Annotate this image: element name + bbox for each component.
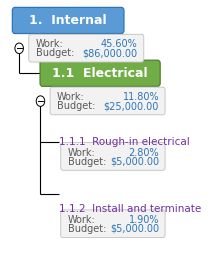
- FancyBboxPatch shape: [61, 210, 165, 238]
- Text: 1.1.2  Install and terminate: 1.1.2 Install and terminate: [59, 204, 201, 214]
- Text: 45.60%: 45.60%: [101, 39, 138, 49]
- Circle shape: [36, 96, 45, 106]
- Text: Budget:: Budget:: [68, 224, 106, 234]
- Text: $86,000.00: $86,000.00: [83, 48, 138, 58]
- Text: 11.80%: 11.80%: [122, 92, 159, 102]
- Text: Budget:: Budget:: [57, 101, 95, 111]
- Text: 1.90%: 1.90%: [129, 215, 159, 225]
- FancyBboxPatch shape: [61, 143, 165, 170]
- Text: $25,000.00: $25,000.00: [104, 101, 159, 111]
- Text: 2.80%: 2.80%: [128, 148, 159, 158]
- Circle shape: [15, 43, 23, 54]
- Text: Work:: Work:: [68, 215, 95, 225]
- Text: $5,000.00: $5,000.00: [110, 157, 159, 167]
- Text: Work:: Work:: [68, 148, 95, 158]
- Text: Budget:: Budget:: [36, 48, 74, 58]
- FancyBboxPatch shape: [12, 7, 124, 34]
- Text: Work:: Work:: [36, 39, 63, 49]
- Text: 1.  Internal: 1. Internal: [29, 14, 107, 27]
- FancyBboxPatch shape: [40, 60, 160, 86]
- Text: Budget:: Budget:: [68, 157, 106, 167]
- Text: $5,000.00: $5,000.00: [110, 224, 159, 234]
- Text: 1.1.1  Rough-in electrical: 1.1.1 Rough-in electrical: [59, 137, 189, 147]
- Text: Work:: Work:: [57, 92, 85, 102]
- FancyBboxPatch shape: [29, 34, 144, 62]
- Text: 1.1  Electrical: 1.1 Electrical: [52, 67, 148, 80]
- FancyBboxPatch shape: [50, 87, 165, 115]
